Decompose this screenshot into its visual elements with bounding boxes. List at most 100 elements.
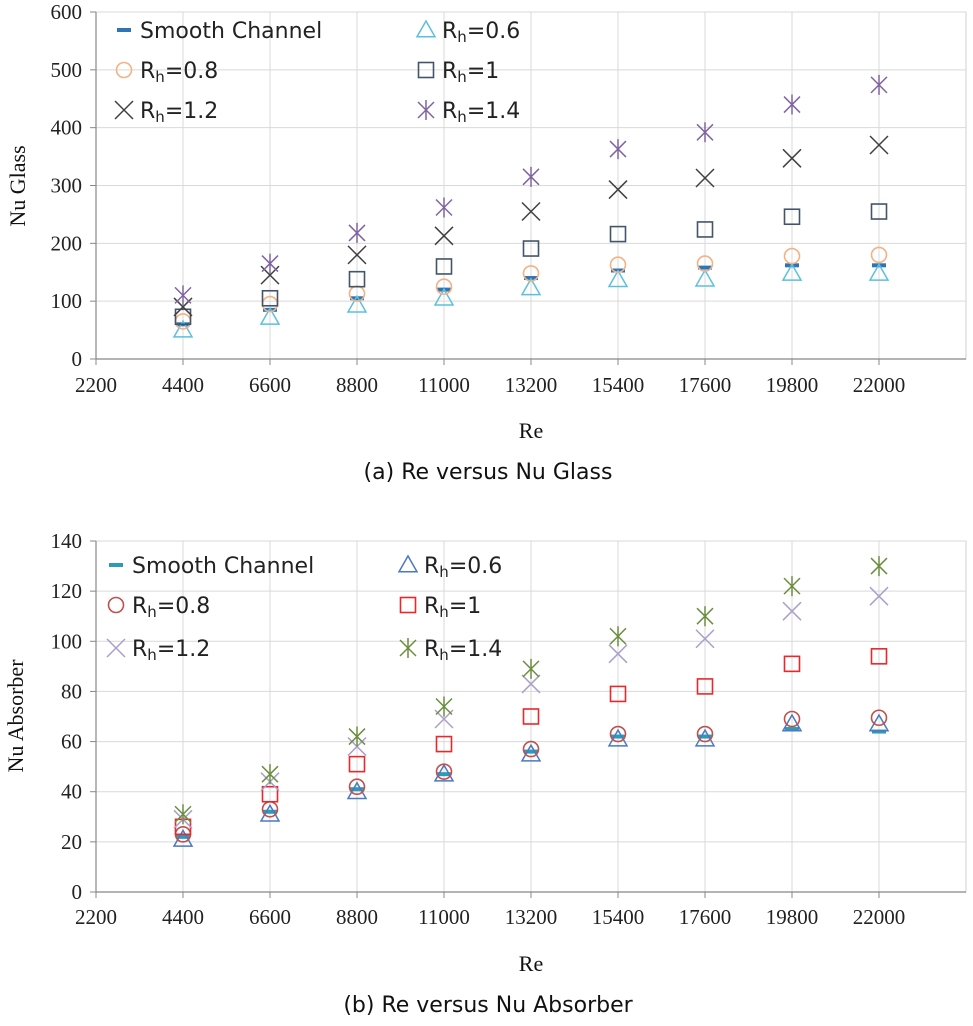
legend-a: Smooth Channel Rh=0.6 Rh=0.8 Rh=1 Rh=1.2 Rh=1… — [114, 19, 520, 126]
data-point-a-4-7 — [782, 148, 802, 168]
y-tick-label-b: 80 — [61, 679, 82, 703]
data-point-b-5-1 — [261, 764, 279, 785]
x-tick-label-b: 13200 — [505, 905, 558, 929]
legend-label-b-5: Rh=1.4 — [424, 637, 502, 664]
data-point-a-4-3 — [434, 226, 454, 246]
data-point-b-1-1 — [259, 803, 281, 822]
data-point-a-4-6 — [695, 168, 715, 188]
data-point-b-2-4 — [522, 740, 540, 758]
data-point-b-1-5 — [607, 728, 629, 747]
data-point-a-5-0 — [174, 285, 192, 306]
data-point-b-3-2 — [348, 755, 366, 773]
data-point-b-5-7 — [783, 576, 801, 597]
data-point-a-2-6 — [696, 255, 714, 272]
data-point-a-4-2 — [347, 245, 367, 265]
x-tick-label-b: 19800 — [766, 905, 819, 929]
x-axis-label-b: Re — [519, 951, 543, 976]
legend-marker-a-5 — [417, 100, 435, 120]
data-point-a-5-1 — [261, 253, 279, 274]
x-tick-label-a: 2200 — [75, 373, 117, 397]
legend-label-b-3: Rh=1 — [424, 594, 481, 621]
legend-label-a-0: Smooth Channel — [140, 19, 322, 44]
data-point-a-1-5 — [607, 269, 629, 288]
data-point-a-3-7 — [783, 208, 801, 226]
series-a-3 — [174, 203, 888, 326]
data-point-a-1-1 — [259, 306, 281, 325]
y-tick-label-a: 300 — [51, 174, 83, 198]
x-tick-label-b: 11000 — [418, 905, 470, 929]
legend-label-a-4: Rh=1.2 — [140, 99, 218, 126]
x-tick-label-b: 4400 — [162, 905, 204, 929]
tick-labels-a: 2200 4400 6600 8800 11000 13200 15400 17600 1980… — [51, 0, 906, 397]
data-point-a-3-0 — [174, 308, 192, 326]
data-point-a-4-8 — [869, 135, 889, 155]
legend-marker-b-5 — [399, 638, 417, 658]
x-tick-label-a: 11000 — [418, 373, 470, 397]
data-point-a-3-2 — [348, 270, 366, 288]
x-tick-label-a: 6600 — [249, 373, 291, 397]
legend-marker-b-2 — [107, 596, 125, 614]
data-point-b-1-7 — [781, 713, 803, 732]
caption-b: (b) Re versus Nu Absorber — [343, 993, 633, 1018]
data-point-a-4-5 — [608, 180, 628, 200]
x-tick-label-a: 4400 — [162, 373, 204, 397]
caption-a: (a) Re versus Nu Glass — [364, 460, 613, 485]
x-tick-label-a: 13200 — [505, 373, 558, 397]
data-point-b-3-5 — [609, 685, 627, 703]
y-tick-label-b: 100 — [51, 629, 83, 653]
y-tick-label-b: 40 — [61, 780, 82, 804]
data-point-b-3-7 — [783, 655, 801, 673]
data-point-b-1-0 — [172, 828, 194, 847]
data-point-b-2-6 — [696, 725, 714, 743]
data-point-a-2-8 — [870, 246, 888, 264]
data-point-a-2-4 — [522, 265, 540, 282]
data-point-a-1-2 — [346, 294, 368, 313]
data-point-b-4-8 — [869, 586, 889, 606]
data-point-b-2-5 — [609, 725, 627, 743]
data-point-b-4-7 — [782, 601, 802, 621]
data-point-a-5-4 — [522, 166, 540, 187]
legend-b: Smooth Channel Rh=0.6 Rh=0.8 Rh=1 Rh=1.2 Rh=1… — [106, 554, 502, 664]
data-point-a-3-5 — [609, 225, 627, 243]
legend-label-b-2: Rh=0.8 — [132, 594, 210, 621]
data-points-a — [172, 74, 890, 338]
legend-marker-b-3 — [399, 596, 417, 614]
y-tick-label-a: 600 — [51, 0, 83, 24]
data-point-b-5-8 — [870, 556, 888, 577]
y-tick-label-a: 100 — [51, 289, 83, 313]
data-point-a-2-7 — [783, 247, 801, 265]
series-b-0 — [176, 727, 886, 839]
data-point-b-1-3 — [433, 763, 455, 782]
x-tick-label-a: 17600 — [679, 373, 732, 397]
data-point-b-3-4 — [522, 708, 540, 725]
x-tick-label-b: 17600 — [679, 905, 732, 929]
legend-label-b-1: Rh=0.6 — [424, 554, 502, 581]
data-point-a-1-7 — [781, 262, 803, 281]
data-point-a-5-3 — [435, 197, 453, 218]
data-point-a-5-7 — [783, 94, 801, 115]
data-point-a-3-3 — [435, 258, 453, 275]
data-point-b-1-2 — [346, 781, 368, 800]
legend-label-a-2: Rh=0.8 — [140, 59, 218, 86]
legend-label-b-4: Rh=1.2 — [132, 637, 210, 664]
x-tick-label-b: 22000 — [853, 905, 906, 929]
data-point-a-5-6 — [696, 122, 714, 143]
series-b-2 — [174, 709, 888, 843]
chart-nu-absorber: 2200 4400 6600 8800 11000 13200 15400 17600 1980… — [3, 529, 967, 1018]
data-point-a-2-5 — [609, 256, 627, 274]
legend-marker-b-4 — [106, 638, 126, 658]
legend-label-a-1: Rh=0.6 — [442, 19, 520, 46]
x-tick-label-a: 15400 — [592, 373, 645, 397]
legend-marker-a-3 — [417, 61, 435, 79]
data-point-a-1-4 — [520, 277, 542, 296]
data-point-b-2-3 — [435, 763, 453, 780]
x-tick-label-b: 2200 — [75, 905, 117, 929]
data-point-b-3-8 — [870, 648, 888, 665]
data-point-b-4-5 — [608, 644, 628, 664]
x-tick-label-a: 19800 — [766, 373, 819, 397]
x-tick-label-b: 15400 — [592, 905, 645, 929]
y-axis-label-b: Nu Absorber — [3, 659, 28, 773]
data-point-a-3-8 — [870, 203, 888, 220]
data-point-b-3-3 — [435, 735, 453, 753]
